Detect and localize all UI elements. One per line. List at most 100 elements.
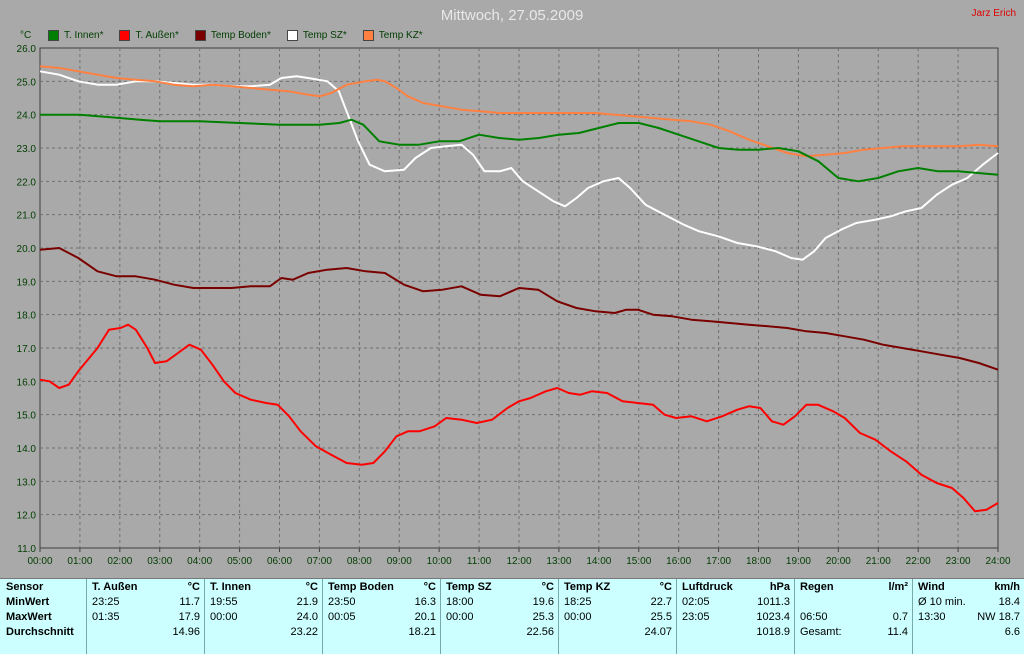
stats-value: 21.9	[296, 596, 318, 608]
stats-value: 1023.4	[756, 611, 790, 623]
stats-sensor-name: Temp KZ	[564, 581, 611, 593]
stats-value: 0.7	[892, 611, 908, 623]
stats-time: 23:50	[328, 596, 356, 608]
stats-row: 23:05 1023.4	[676, 610, 794, 625]
y-tick-label: 15.0	[17, 411, 37, 422]
stats-row: 13:30 NW 18.7	[912, 610, 1024, 625]
stats-time: 23:05	[682, 611, 710, 623]
stats-value: 1011.3	[757, 596, 790, 608]
stats-value: 24.07	[644, 626, 672, 638]
statistics-table: Sensor MinWert MaxWert Durchschnitt T. A…	[0, 578, 1024, 654]
stats-row: Ø 10 min. 18.4	[912, 595, 1024, 610]
stats-header: Wind km/h	[912, 579, 1024, 595]
stats-row: 06:50 0.7	[794, 610, 912, 625]
stats-time: 19:55	[210, 596, 238, 608]
x-tick-label: 13:00	[546, 556, 571, 567]
stats-value: 22.56	[526, 626, 554, 638]
legend-item: Temp SZ*	[286, 30, 347, 41]
stats-column: T. Außen °C 23:25 11.7 01:35 17.9 14.96	[86, 579, 205, 654]
x-tick-label: 15:00	[626, 556, 651, 567]
stats-column: Regen l/m² 06:50 0.7 Gesamt: 11.4	[794, 579, 913, 654]
stats-unit: °C	[659, 581, 672, 593]
stats-row: 14.96	[86, 625, 204, 640]
x-tick-label: 23:00	[946, 556, 971, 567]
stats-value: 14.96	[172, 626, 200, 638]
stats-time: 00:00	[446, 611, 474, 623]
stats-value: 20.1	[414, 611, 436, 623]
stats-row: 19:55 21.9	[204, 595, 322, 610]
x-tick-label: 10:00	[427, 556, 452, 567]
stats-header: Luftdruck hPa	[676, 579, 794, 595]
y-axis-unit: °C	[20, 30, 32, 41]
stats-column: T. Innen °C 19:55 21.9 00:00 24.0 23.22	[204, 579, 323, 654]
stats-value: NW 18.7	[977, 611, 1020, 623]
stats-row	[794, 595, 912, 610]
stats-label-min: MinWert	[6, 596, 50, 608]
stats-column: Temp KZ °C 18:25 22.7 00:00 25.5 24.07	[558, 579, 677, 654]
y-tick-label: 11.0	[17, 544, 36, 555]
stats-time: 02:05	[682, 596, 710, 608]
x-tick-label: 12:00	[506, 556, 531, 567]
legend-label: T. Innen*	[64, 30, 104, 41]
stats-time: 00:00	[210, 611, 238, 623]
stats-header: Temp SZ °C	[440, 579, 558, 595]
stats-row: 24.07	[558, 625, 676, 640]
y-tick-label: 14.0	[17, 444, 37, 455]
stats-sensor-name: T. Innen	[210, 581, 251, 593]
y-tick-label: 18.0	[17, 311, 37, 322]
stats-value: 11.7	[179, 596, 200, 608]
stats-value: 22.7	[650, 596, 672, 608]
y-tick-label: 13.0	[17, 477, 37, 488]
stats-value: 16.3	[414, 596, 436, 608]
stats-label-avg: Durchschnitt	[6, 626, 74, 638]
stats-value: 24.0	[296, 611, 318, 623]
y-tick-label: 17.0	[17, 344, 37, 355]
stats-time: 13:30	[918, 611, 946, 623]
x-tick-label: 09:00	[387, 556, 412, 567]
legend-item: Temp Boden*	[194, 30, 271, 41]
x-tick-label: 21:00	[866, 556, 891, 567]
series-line-0	[40, 113, 999, 183]
y-tick-label: 24.0	[17, 111, 37, 122]
stats-unit: °C	[305, 581, 318, 593]
stats-row: 00:00 25.3	[440, 610, 558, 625]
stats-header: T. Innen °C	[204, 579, 322, 595]
stats-value: 23.22	[290, 626, 318, 638]
stats-sensor-name: Luftdruck	[682, 581, 733, 593]
stats-row: 02:05 1011.3	[676, 595, 794, 610]
x-tick-label: 16:00	[666, 556, 691, 567]
stats-unit: °C	[541, 581, 554, 593]
stats-row: 18.21	[322, 625, 440, 640]
x-tick-label: 08:00	[347, 556, 372, 567]
stats-row: 23:25 11.7	[86, 595, 204, 610]
series-line-4	[39, 65, 999, 158]
y-tick-label: 16.0	[17, 377, 37, 388]
legend-swatch	[286, 30, 298, 41]
y-tick-label: 23.0	[17, 144, 37, 155]
legend-swatch	[119, 30, 131, 41]
stats-unit: hPa	[769, 581, 790, 593]
x-tick-label: 02:00	[107, 556, 132, 567]
y-tick-label: 19.0	[17, 277, 37, 288]
series-line-1	[39, 323, 999, 513]
stats-label-column: Sensor MinWert MaxWert Durchschnitt	[0, 579, 87, 654]
x-tick-label: 00:00	[27, 556, 52, 567]
stats-row: 01:35 17.9	[86, 610, 204, 625]
stats-time: Ø 10 min.	[918, 596, 966, 608]
y-tick-label: 20.0	[17, 244, 37, 255]
line-chart: 11.0 12.0 13.0 14.0 15.0 16.0 17.0 18.0 19.0 20.0…	[17, 44, 1011, 567]
x-tick-label: 06:00	[267, 556, 292, 567]
y-tick-label: 25.0	[17, 77, 37, 88]
stats-time: 18:25	[564, 596, 592, 608]
x-tick-label: 19:00	[786, 556, 811, 567]
x-tick-label: 14:00	[586, 556, 611, 567]
stats-header: Temp Boden °C	[322, 579, 440, 595]
legend-swatch	[362, 30, 374, 41]
stats-row: 6.6	[912, 625, 1024, 640]
stats-time: 06:50	[800, 611, 828, 623]
x-tick-label: 05:00	[227, 556, 252, 567]
stats-sensor-name: Wind	[918, 581, 945, 593]
legend-label: T. Außen*	[135, 30, 179, 41]
x-tick-label: 18:00	[746, 556, 771, 567]
stats-row: 18:00 19.6	[440, 595, 558, 610]
